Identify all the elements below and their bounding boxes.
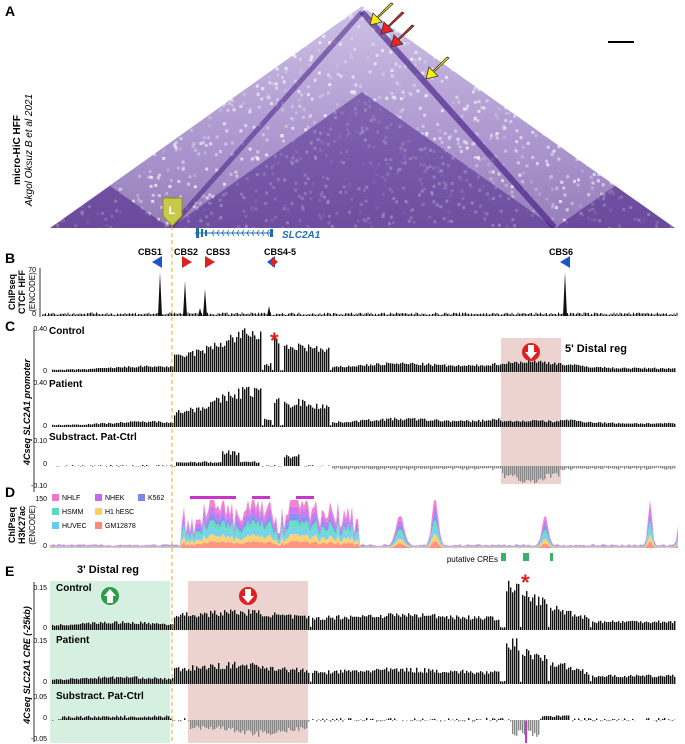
ctcf-peak	[198, 308, 202, 316]
c-control-ymax: 0.40	[33, 326, 47, 333]
panel-d-label-3: (ENCODE)	[28, 505, 37, 545]
panel-b-ytick-0: 0	[32, 311, 36, 318]
three-prime-distal-region	[50, 581, 170, 743]
ctcf-peak	[563, 272, 567, 316]
e-track-control-label: Control	[56, 583, 92, 594]
c-patient-ymin: 0	[43, 423, 47, 430]
e-control-ymin: 0	[43, 625, 47, 632]
panel-c-letter: C	[5, 318, 15, 334]
c-track-subtract-label: Substract. Pat-Ctrl	[49, 432, 137, 443]
down-arrow-icon	[522, 343, 540, 361]
c-patient-ymax: 0.40	[33, 380, 47, 387]
c-control-ymin: 0	[43, 368, 47, 375]
red-arrow-icon	[380, 11, 405, 35]
cbs-label: CBS4-5	[264, 247, 296, 257]
cre-label: putative CREs	[447, 555, 498, 564]
ctcf-peak	[267, 306, 271, 316]
ctcf-peak	[158, 272, 162, 316]
panel-a-label-2: Akgol Oksuz B et al 2021	[24, 94, 35, 207]
three-prime-region-label: 3' Distal reg	[77, 564, 139, 576]
svg-text:*: *	[270, 328, 279, 353]
e-track-patient-label: Patient	[56, 635, 90, 646]
legend-label: HSMM	[62, 509, 84, 516]
panel-e-letter: E	[5, 563, 14, 579]
ctcf-reverse-icon	[560, 256, 570, 268]
panel-b-ytick-max: 70	[28, 267, 36, 274]
panel-a-label-1: micro-HiC HFF	[12, 115, 23, 185]
slc2a1-gene-model	[195, 228, 273, 238]
e-patient-ymax: 0.15	[33, 638, 47, 645]
panel-b-label-1: ChIPseq	[7, 274, 17, 310]
ctcf-forward-icon	[272, 257, 278, 267]
panel-b-label-2: CTCF HFF	[17, 270, 27, 314]
cre-box	[523, 553, 529, 561]
legend-swatch	[95, 522, 102, 529]
c-track-control-label: Control	[49, 326, 85, 337]
d-ytick-max: 150	[35, 496, 47, 503]
legend-label: NHEK	[105, 495, 125, 502]
panel-d-label-2: H3K27ac	[17, 506, 27, 544]
cbs-label: CBS3	[206, 247, 230, 257]
yellow-arrow-icon	[369, 2, 394, 26]
e-sub-ymid: 0	[43, 715, 47, 722]
panel-d-letter: D	[5, 484, 15, 500]
panel-d-label-1: ChIPseq	[7, 507, 17, 543]
svg-text:*: *	[521, 570, 530, 595]
five-prime-region-label: 5' Distal reg	[565, 343, 627, 355]
legend-swatch	[95, 494, 102, 501]
gene-name: SLC2A1	[282, 230, 321, 241]
d-ytick-0: 0	[43, 543, 47, 550]
up-arrow-icon	[101, 587, 119, 605]
ctcf-forward-icon	[182, 256, 192, 268]
l-marker-letter: L	[169, 205, 176, 217]
legend-swatch	[52, 508, 59, 515]
ctcf-peak	[203, 289, 207, 316]
down-arrow-icon	[239, 587, 257, 605]
e-control-ymax: 0.15	[33, 585, 47, 592]
legend-swatch	[138, 494, 145, 501]
star-icon: *	[270, 328, 279, 353]
e-red-region	[188, 581, 308, 743]
panel-e-side-label: 4Cseq SLC2A1 CRE (-25kb)	[22, 606, 32, 725]
panel-b-label-3: (ENCODE)	[28, 272, 37, 312]
yellow-arrow-icon	[425, 56, 450, 80]
cbs-label: CBS6	[549, 247, 573, 257]
e-track-subtract-label: Substract. Pat-Ctrl	[56, 691, 144, 702]
legend-label: H1 hESC	[105, 509, 134, 516]
e-sub-ymin: -0.05	[31, 736, 47, 743]
l-marker-icon: L	[162, 197, 183, 227]
legend-label: HUVEC	[62, 523, 87, 530]
star-icon: *	[521, 570, 530, 595]
c-sub-ymid: 0	[43, 461, 47, 468]
e-patient-ymin: 0	[43, 679, 47, 686]
panel-b-letter: B	[5, 250, 15, 266]
c-sub-ymax: 0.10	[33, 438, 47, 445]
cre-box	[550, 553, 553, 561]
e-sub-ymax: 0.05	[33, 694, 47, 701]
cre-box	[501, 553, 506, 561]
ctcf-forward-icon	[205, 256, 215, 268]
ctcf-peak	[183, 281, 187, 316]
ctcf-reverse-icon	[152, 256, 162, 268]
legend-label: GM12878	[105, 523, 136, 530]
c-sub-ymin: -0.10	[31, 483, 47, 490]
legend-swatch	[95, 508, 102, 515]
cbs-label: CBS2	[174, 247, 198, 257]
cbs-label: CBS1	[138, 247, 162, 257]
legend-swatch	[52, 494, 59, 501]
legend-swatch	[52, 522, 59, 529]
legend-label: K562	[148, 495, 164, 502]
red-arrow-icon	[390, 24, 415, 48]
c-track-patient-label: Patient	[49, 379, 83, 390]
panel-a-letter: A	[5, 3, 15, 19]
legend-label: NHLF	[62, 495, 80, 502]
panel-c-side-label: 4Cseq SLC2A1 promoter	[22, 358, 32, 466]
hic-heatmap	[50, 6, 675, 228]
